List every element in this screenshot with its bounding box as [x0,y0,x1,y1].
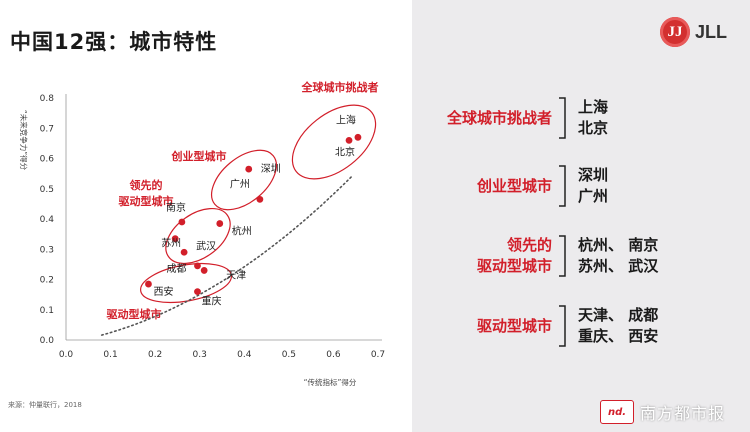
y-tick-label: 0.3 [40,245,54,255]
data-point-label: 武汉 [196,239,216,252]
x-tick-label: 0.7 [371,350,385,360]
x-tick-label: 0.3 [193,350,207,360]
y-tick-label: 0.5 [40,185,54,195]
data-point [354,133,362,141]
ellipse-leading-driver [165,207,231,265]
legend-label: 创业型城市 [476,176,552,195]
watermark-text: 南方都市报 [640,404,726,423]
x-tick-label: 0.1 [103,350,117,360]
legend-panel [412,0,750,432]
y-tick-label: 0.7 [40,124,54,134]
x-tick-label: 0.0 [59,350,74,360]
legend-cities: 天津、 成都 重庆、 西安 [578,306,659,345]
data-point [178,218,186,226]
data-point-label: 上海 [336,113,356,126]
legend-label: 领先的 驱动型城市 [476,236,552,275]
page-title: 中国12强：城市特性 [10,30,218,54]
legend-label: 驱动型城市 [476,316,552,335]
group-label-leading-driver-line2: 驱动型城市 [119,194,174,208]
x-tick-label: 0.5 [282,350,296,360]
data-point-label: 北京 [335,145,355,158]
data-point-label: 苏州 [161,237,181,250]
data-point [216,220,224,227]
jll-logo-icon: JJ [660,17,690,47]
group-label-leading-driver-line1: 领先的 [129,178,163,192]
bracket-icon [559,165,566,207]
x-tick-label: 0.6 [326,350,341,360]
data-point [194,288,201,295]
data-point [256,195,264,203]
data-point-label: 广州 [230,178,250,190]
data-point [200,267,208,274]
data-point-label: 杭州 [232,225,252,238]
x-tick-label: 0.4 [237,350,252,360]
data-point-label: 成都 [166,263,186,275]
data-point-label: 西安 [153,285,173,298]
data-point-label: 重庆 [201,295,221,308]
jll-logo: JJ JLL [660,17,727,47]
data-point [245,165,253,173]
y-tick-label: 0.6 [40,155,55,165]
y-tick-label: 0.8 [40,94,55,104]
jll-logo-text: JLL [695,21,728,42]
ellipse-global-challengers [291,104,377,180]
x-axis-label: “传统指标”得分 [304,377,357,387]
x-tick-label: 0.2 [148,350,162,360]
group-label-driver: 驱动型城市 [107,307,162,321]
group-label-global-challengers: 全球城市挑战者 [301,80,379,94]
legend-cities: 深圳 广州 [578,166,609,205]
y-tick-label: 0.4 [40,215,55,225]
bracket-icon [559,305,566,347]
legend-row-global-challengers: 全球城市挑战者 上海 北京 [430,96,730,140]
data-point-label: 天津 [226,269,246,281]
legend-label: 全球城市挑战者 [446,108,552,127]
source-note: 来源：仲量联行，2018 [8,401,82,409]
data-point [145,280,152,288]
nd-logo-icon: nd. [600,400,634,424]
legend-cities: 上海 北京 [578,98,609,137]
y-tick-label: 0.0 [40,336,55,346]
y-tick-label: 0.2 [40,276,54,286]
y-tick-label: 0.1 [40,306,54,316]
data-point-label: 南京 [166,201,186,214]
data-point [180,248,188,256]
bracket-icon [559,235,566,277]
data-point [171,235,179,243]
legend-cities: 杭州、 南京 苏州、 武汉 [578,236,659,275]
y-axis-label: “未来竞争力”得分 [19,110,29,171]
newspaper-watermark: nd. 南方都市报 [600,400,725,424]
legend-row-startup: 创业型城市 深圳 广州 [430,164,730,208]
legend-row-driver: 驱动型城市 天津、 成都 重庆、 西安 [430,304,730,348]
data-point-label: 深圳 [261,163,281,175]
bracket-icon [559,97,566,139]
data-point [345,136,353,144]
data-point [194,262,201,270]
group-label-startup: 创业型城市 [171,149,227,163]
legend-row-leading-driver: 领先的 驱动型城市 杭州、 南京 苏州、 武汉 [430,234,730,278]
